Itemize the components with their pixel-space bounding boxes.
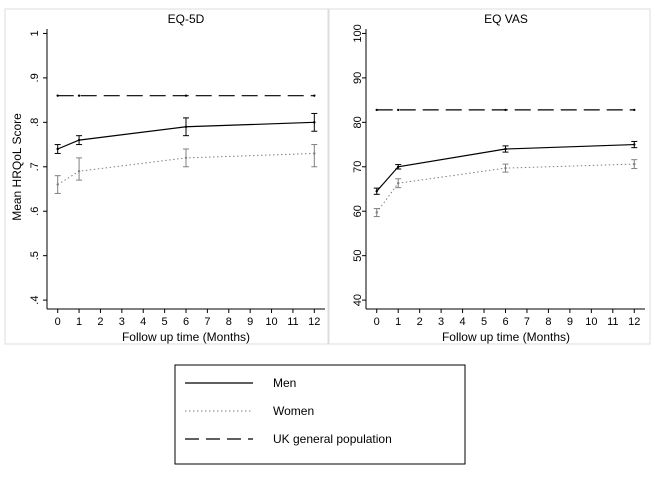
- series-line-women: [376, 163, 635, 213]
- x-tick-label: 11: [607, 316, 618, 328]
- y-tick-label: .4: [29, 296, 41, 305]
- panel-eqvas: EQ VAS Follow up time (Months) 405060708…: [328, 8, 651, 345]
- series-line-men: [57, 121, 315, 150]
- legend-label: Men: [273, 376, 296, 390]
- data-point-uk-general-population: [313, 94, 316, 97]
- data-point-uk-general-population: [184, 94, 188, 97]
- x-tick-label: 6: [502, 316, 508, 328]
- data-point-uk-general-population: [504, 108, 507, 112]
- panel-eqvas-xlabel: Follow up time (Months): [442, 330, 570, 344]
- x-tick-label: 12: [628, 316, 640, 328]
- x-tick-label: 2: [97, 316, 103, 328]
- legend-label: UK general population: [273, 432, 392, 446]
- y-tick-label: 100: [352, 24, 364, 42]
- panel-eq5d-border: [4, 8, 329, 345]
- data-point-men: [633, 143, 636, 146]
- x-tick-label: 3: [438, 316, 444, 328]
- series-line-women: [57, 152, 315, 185]
- y-tick-label: .7: [29, 162, 41, 171]
- y-tick-label: 70: [352, 161, 364, 173]
- data-point-women: [633, 162, 636, 166]
- y-tick-label: 1: [29, 30, 41, 36]
- y-tick-label: .5: [29, 251, 41, 260]
- data-point-uk-general-population: [633, 108, 636, 112]
- data-point-men: [77, 138, 81, 142]
- data-point-women: [184, 156, 188, 160]
- data-point-men: [56, 147, 59, 151]
- y-tick-label: 60: [352, 205, 364, 217]
- y-tick-label: .9: [29, 73, 41, 82]
- x-tick-label: 4: [140, 316, 146, 328]
- x-tick-label: 11: [287, 316, 298, 328]
- x-tick-label: 9: [567, 316, 573, 328]
- panel-eqvas-title: EQ VAS: [484, 12, 528, 26]
- series-line-men: [376, 143, 635, 192]
- y-tick-label: 90: [352, 72, 364, 84]
- x-tick-label: 0: [374, 316, 380, 328]
- data-point-men: [396, 165, 400, 168]
- x-tick-label: 7: [524, 316, 530, 328]
- y-tick-label: 50: [352, 250, 364, 262]
- panel-eq5d-ylabel: Mean HRQoL Score: [10, 113, 24, 221]
- data-point-men: [375, 190, 378, 193]
- x-tick-label: 8: [545, 316, 551, 328]
- x-tick-label: 10: [265, 316, 277, 328]
- x-tick-label: 5: [162, 316, 168, 328]
- data-point-women: [77, 170, 81, 173]
- data-point-women: [313, 152, 316, 155]
- data-point-uk-general-population: [396, 108, 400, 112]
- panel-eqvas-border: [328, 8, 651, 345]
- y-tick-label: .6: [29, 207, 41, 216]
- data-point-women: [375, 211, 378, 214]
- y-tick-label: .8: [29, 118, 41, 127]
- data-point-uk-general-population: [375, 108, 378, 112]
- x-tick-label: 7: [204, 316, 210, 328]
- legend-box: [174, 364, 466, 465]
- data-point-uk-general-population: [77, 94, 81, 97]
- x-tick-label: 4: [460, 316, 466, 328]
- panel-eq5d: EQ-5D Follow up time (Months) Mean HRQoL…: [4, 8, 329, 345]
- x-tick-label: 12: [308, 316, 320, 328]
- panel-eq5d-title: EQ-5D: [168, 12, 205, 26]
- legend-label: Women: [273, 404, 314, 418]
- x-tick-label: 1: [395, 316, 401, 328]
- x-tick-label: 0: [55, 316, 61, 328]
- x-tick-label: 2: [417, 316, 423, 328]
- x-tick-label: 9: [247, 316, 253, 328]
- data-point-women: [56, 183, 59, 186]
- x-tick-label: 3: [119, 316, 125, 328]
- data-point-men: [313, 121, 316, 124]
- data-point-men: [184, 125, 188, 128]
- x-tick-label: 1: [76, 316, 82, 328]
- x-tick-label: 6: [183, 316, 189, 328]
- data-point-uk-general-population: [56, 94, 59, 97]
- legend: Men Women UK general population: [174, 364, 466, 465]
- panel-eq5d-xlabel: Follow up time (Months): [122, 330, 250, 344]
- x-tick-label: 10: [585, 316, 597, 328]
- x-tick-label: 8: [226, 316, 232, 328]
- x-tick-label: 5: [481, 316, 487, 328]
- y-tick-label: 40: [352, 294, 364, 306]
- data-point-women: [396, 182, 400, 185]
- y-tick-label: 80: [352, 116, 364, 128]
- data-point-men: [504, 147, 507, 151]
- data-point-women: [504, 166, 507, 170]
